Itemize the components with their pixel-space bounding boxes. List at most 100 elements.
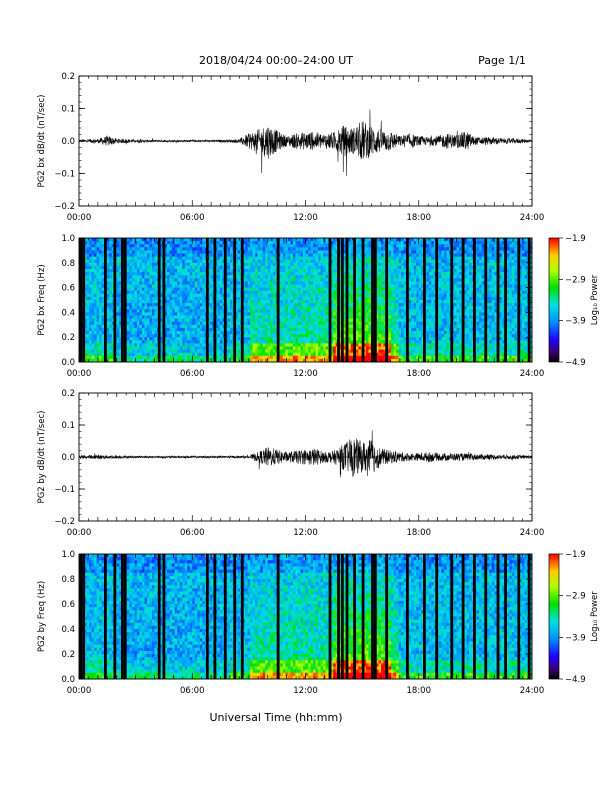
spectrogram-cell [209, 262, 213, 267]
spectrogram-cell [237, 284, 241, 288]
spectrogram-cell [209, 327, 213, 332]
spectrogram-cell [265, 355, 269, 360]
spectrogram-cell [182, 278, 186, 282]
spectrogram-cell [330, 269, 334, 273]
spectrogram-cell [333, 349, 337, 354]
spectrogram-cell [375, 293, 379, 298]
spectrogram-cell [255, 331, 259, 335]
spectrogram-cell [202, 275, 206, 279]
spectrogram-cell [169, 303, 173, 307]
spectrogram-cell [375, 340, 379, 344]
spectrogram-cell [209, 355, 213, 360]
spectrogram-cell [302, 358, 306, 363]
spectrogram-cell [197, 340, 201, 344]
spectrogram-cell [305, 334, 309, 338]
spectrogram-cell [129, 275, 133, 279]
spectrogram-cell [192, 303, 196, 307]
spectrogram-cell [99, 287, 103, 292]
spectrogram-cell [86, 262, 90, 267]
spectrogram-cell [84, 265, 87, 270]
spectrogram-cell [375, 253, 379, 257]
spectrogram-cell [237, 349, 241, 354]
spectrogram-cell [250, 352, 254, 357]
spectrogram-cell [292, 349, 296, 354]
spectrogram-cell [272, 269, 276, 273]
spectrogram-cell [214, 250, 218, 254]
spectrogram-cell [214, 287, 218, 292]
spectrogram-cell [214, 349, 218, 354]
spectrogram-cell [308, 247, 311, 251]
spectrogram-cell [106, 306, 110, 310]
spectrogram-cell [96, 272, 100, 276]
spectrogram-cell [333, 331, 337, 335]
spectrogram-cell [126, 309, 130, 313]
spectrogram-cell [308, 265, 311, 270]
spectrogram-cell [262, 290, 266, 295]
spectrogram-cell [280, 259, 284, 264]
spectrogram-cell [381, 315, 384, 319]
spectrogram-cell [363, 281, 367, 285]
spectrogram-cell [272, 340, 276, 344]
spectrogram-cell [217, 343, 221, 347]
spectrogram-cell [255, 306, 259, 310]
spectrogram-cell [202, 284, 206, 288]
spectrogram-cell [310, 331, 314, 335]
spectrogram-cell [323, 327, 327, 332]
spectrogram-cell [192, 296, 196, 301]
spectrogram-cell [202, 318, 206, 323]
spectrogram-cell [174, 312, 178, 316]
spectrogram-cell [320, 238, 324, 242]
spectrogram-cell [146, 315, 150, 319]
spectrogram-cell [325, 272, 329, 276]
spectrogram-cell [375, 238, 379, 242]
spectrogram-cell [199, 293, 203, 298]
spectrogram-cell [227, 327, 231, 332]
spectrogram-cell [255, 312, 259, 316]
spectrogram-cell [260, 275, 264, 279]
spectrogram-cell [355, 327, 359, 332]
spectrogram-cell [109, 281, 113, 285]
spectrogram-cell [282, 315, 286, 319]
spectrogram-cell [287, 250, 291, 254]
spectrogram-cell [169, 346, 173, 350]
spectrogram-cell [242, 256, 246, 261]
spectrogram-cell [99, 303, 103, 307]
spectrogram-cell [305, 253, 309, 257]
spectrogram-cell [111, 340, 115, 344]
spectrogram-cell [318, 340, 321, 344]
spectrogram-cell [177, 346, 181, 350]
spectrogram-cell [197, 278, 201, 282]
spectrogram-cell [285, 262, 289, 267]
spectrogram-cell [144, 352, 148, 357]
spectrogram-cell [368, 284, 372, 288]
spectrogram-cell [96, 259, 100, 264]
spectrogram-cell [219, 281, 223, 285]
spectrogram-cell [320, 318, 324, 323]
spectrogram-cell [305, 343, 309, 347]
spectrogram-cell [99, 278, 103, 282]
spectrogram-cell [86, 309, 90, 313]
spectrogram-cell [202, 349, 206, 354]
spectrogram-cell [355, 324, 359, 329]
spectrogram-cell [89, 241, 92, 245]
spectrogram-cell [310, 244, 314, 248]
spectrogram-cell [151, 355, 155, 360]
spectrogram-cell [308, 290, 311, 295]
spectrogram-cell [252, 334, 256, 338]
spectrogram-cell [182, 337, 186, 341]
spectrogram-cell [260, 358, 264, 363]
spectrogram-cell [91, 358, 95, 363]
spectrogram-cell [91, 265, 95, 270]
spectrogram-cell [169, 265, 173, 270]
spectrogram-cell [207, 337, 211, 341]
spectrogram-cell [302, 247, 306, 251]
spectrogram-cell [219, 244, 223, 248]
spectrogram-cell [318, 303, 321, 307]
spectrogram-cell [285, 343, 289, 347]
spectrogram-cell [318, 343, 321, 347]
spectrogram-cell [252, 346, 256, 350]
spectrogram-cell [167, 259, 170, 264]
spectrogram-cell [91, 250, 95, 254]
spectrogram-cell [270, 306, 274, 310]
spectrogram-cell [285, 324, 289, 329]
